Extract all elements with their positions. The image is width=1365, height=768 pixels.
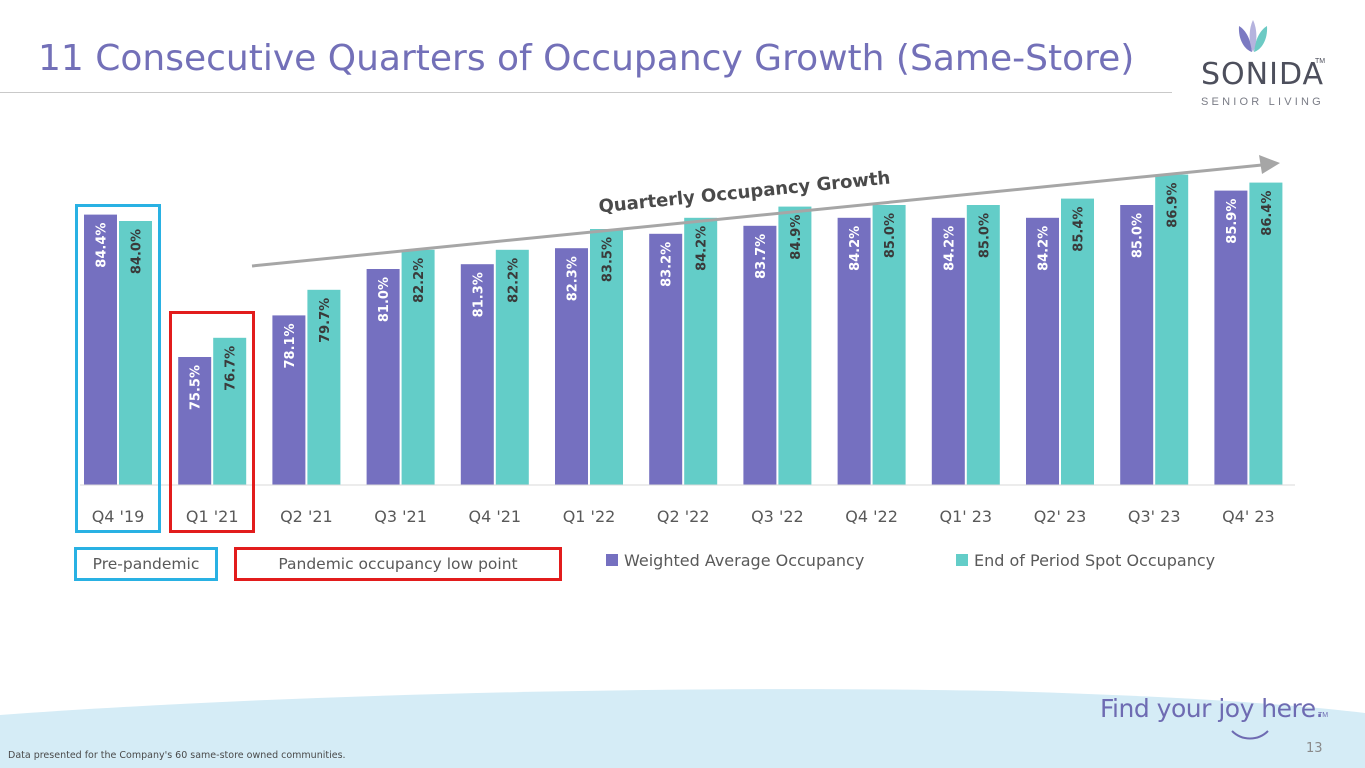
tagline-trademark: TM: [1318, 712, 1329, 719]
data-label-spot: 85.0%: [883, 213, 898, 258]
data-label-weighted: 78.1%: [283, 323, 298, 368]
data-label-weighted: 85.9%: [1225, 199, 1240, 244]
growth-arrow-head: [1259, 155, 1280, 174]
page-number: 13: [1306, 741, 1323, 756]
bar-spot: [213, 337, 247, 485]
bar-weighted: [84, 214, 117, 485]
x-axis-labels-group: Q4 '19 Q1 '21 Q2 '21 Q3 '21 Q4 '21 Q1 '22 Q2 '…: [92, 507, 1275, 526]
logo-subtitle: SENIOR LIVING: [1201, 96, 1324, 108]
x-tick-label: Q3 '22: [751, 507, 804, 526]
bar-weighted: [649, 233, 683, 485]
bar-weighted: [460, 264, 494, 485]
data-label-spot: 85.0%: [977, 213, 992, 258]
bar-spot: [684, 217, 718, 486]
x-tick-label: Q4 '21: [468, 507, 521, 526]
data-label-weighted: 84.4%: [95, 223, 110, 268]
x-tick-label: Q4 '22: [845, 507, 898, 526]
data-label-weighted: 84.2%: [848, 226, 863, 271]
logo-wordmark: SONIDA: [1201, 57, 1325, 92]
legend-spot: End of Period Spot Occupancy: [956, 549, 1215, 571]
bar-spot: [872, 205, 906, 485]
data-label-spot: 86.9%: [1166, 183, 1181, 228]
x-tick-label: Q3 '21: [374, 507, 427, 526]
butterfly-logo-icon: [1238, 20, 1268, 52]
data-labels-group: 84.4% 84.0% 75.5% 76.7% 78.1% 79.7% 81.0% 82.2%…: [95, 183, 1275, 411]
bar-weighted: [555, 248, 588, 485]
bar-spot: [1061, 198, 1094, 485]
data-label-spot: 84.2%: [695, 226, 710, 271]
logo-trademark: TM: [1315, 58, 1326, 65]
bars-group: [84, 174, 1283, 486]
bar-spot: [1249, 182, 1283, 485]
data-label-weighted: 83.7%: [754, 234, 769, 279]
data-label-weighted: 84.2%: [942, 226, 957, 271]
bar-spot: [1155, 174, 1189, 485]
sonida-logo: SONIDA TM SENIOR LIVING: [1195, 14, 1335, 108]
bar-spot: [119, 221, 152, 485]
occupancy-bar-chart: 84.4% 84.0% 75.5% 76.7% 78.1% 79.7% 81.0% 82.2%…: [80, 155, 1295, 526]
data-label-spot: 82.2%: [412, 258, 427, 303]
legend-weighted-label: Weighted Average Occupancy: [624, 550, 865, 570]
data-label-spot: 79.7%: [318, 298, 333, 343]
legend-weighted-swatch: [606, 554, 618, 566]
data-label-weighted: 83.2%: [660, 242, 675, 287]
x-tick-label: Q2' 23: [1034, 507, 1087, 526]
bar-spot: [401, 249, 435, 485]
x-tick-label: Q1' 23: [939, 507, 992, 526]
growth-annotation: Quarterly Occupancy Growth: [598, 168, 892, 218]
footnote: Data presented for the Company's 60 same…: [8, 750, 346, 761]
bar-weighted: [178, 357, 212, 485]
pandemic-low-box: [169, 311, 256, 533]
bar-weighted: [1120, 205, 1154, 485]
data-label-spot: 83.5%: [601, 237, 616, 282]
bar-spot: [966, 205, 1000, 485]
bar-spot: [590, 229, 623, 485]
data-label-spot: 85.4%: [1072, 207, 1087, 252]
tagline-smile-icon: [1231, 730, 1269, 740]
bar-weighted: [1214, 190, 1248, 485]
bar-weighted: [272, 315, 306, 485]
x-tick-label: Q2 '21: [280, 507, 333, 526]
bar-spot: [307, 289, 341, 485]
data-label-weighted: 82.3%: [566, 256, 581, 301]
bar-weighted: [1026, 217, 1059, 486]
data-label-spot: 76.7%: [224, 346, 239, 391]
bar-spot: [778, 206, 812, 485]
bar-weighted: [931, 217, 965, 486]
growth-arrow-line: [251, 163, 1263, 268]
bar-weighted: [837, 217, 871, 486]
pre-pandemic-callout: Pre-pandemic: [74, 547, 218, 581]
bar-weighted: [743, 225, 777, 486]
x-tick-label: Q4 '19: [92, 507, 145, 526]
page-title: 11 Consecutive Quarters of Occupancy Gro…: [38, 38, 1135, 79]
data-label-weighted: 81.0%: [377, 277, 392, 322]
x-tick-label: Q1 '21: [186, 507, 239, 526]
x-tick-label: Q1 '22: [563, 507, 616, 526]
x-tick-label: Q3' 23: [1128, 507, 1181, 526]
legend-weighted: Weighted Average Occupancy: [606, 549, 864, 571]
x-tick-label: Q4' 23: [1222, 507, 1275, 526]
pre-pandemic-box: [75, 204, 161, 533]
data-label-spot: 86.4%: [1260, 191, 1275, 236]
data-label-spot: 84.9%: [789, 215, 804, 260]
legend-spot-swatch: [956, 554, 968, 566]
legend-spot-label: End of Period Spot Occupancy: [974, 550, 1216, 570]
footer-wave: [0, 689, 1365, 768]
data-label-spot: 84.0%: [130, 229, 145, 274]
bar-spot: [495, 249, 529, 485]
tagline: Find your joy here.: [1100, 694, 1324, 723]
pandemic-low-callout: Pandemic occupancy low point: [234, 547, 562, 581]
title-divider: [0, 92, 1172, 93]
data-label-weighted: 81.3%: [471, 272, 486, 317]
data-label-weighted: 84.2%: [1037, 226, 1052, 271]
bar-weighted: [366, 269, 400, 485]
data-label-weighted: 85.0%: [1131, 213, 1146, 258]
data-label-spot: 82.2%: [506, 258, 521, 303]
data-label-weighted: 75.5%: [189, 365, 204, 410]
x-tick-label: Q2 '22: [657, 507, 710, 526]
